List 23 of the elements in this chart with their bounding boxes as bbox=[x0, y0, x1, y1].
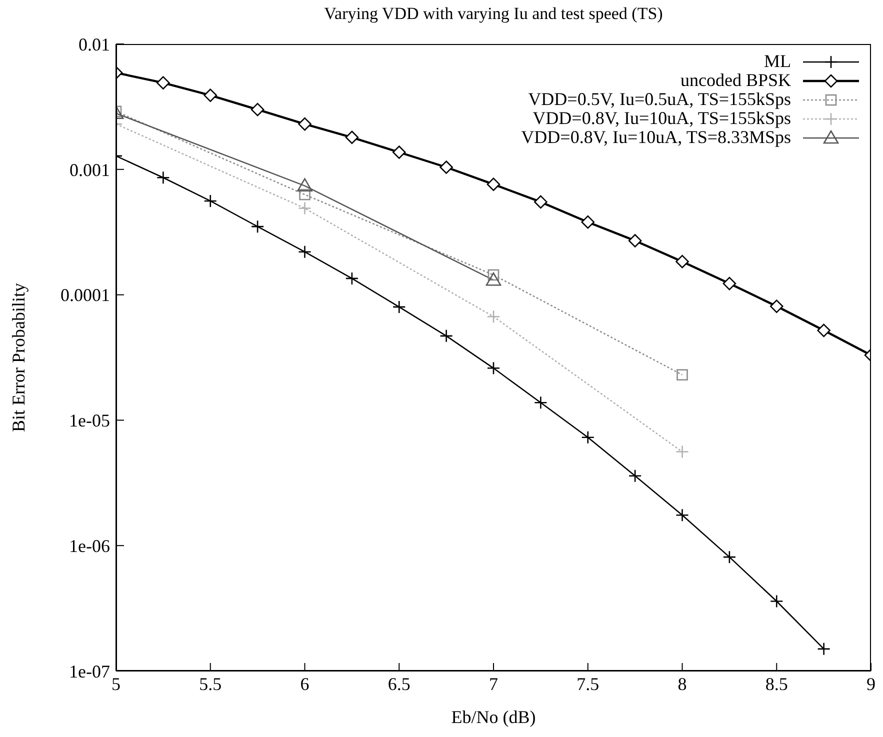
y-tick-label: 0.0001 bbox=[60, 285, 110, 306]
x-tick-label: 6 bbox=[300, 674, 310, 694]
y-tick-label: 1e-06 bbox=[69, 536, 110, 556]
legend-label: VDD=0.8V, Iu=10uA, TS=155kSps bbox=[532, 108, 791, 128]
x-tick-label: 8 bbox=[678, 674, 687, 694]
x-tick-label: 6.5 bbox=[388, 674, 410, 694]
y-axis-title: Bit Error Probability bbox=[8, 283, 28, 432]
x-axis-title: Eb/No (dB) bbox=[451, 707, 536, 727]
x-tick-label: 5 bbox=[112, 674, 120, 694]
legend-label: VDD=0.8V, Iu=10uA, TS=8.33MSps bbox=[521, 127, 791, 147]
x-tick-label: 5.5 bbox=[199, 674, 222, 694]
legend-label: uncoded BPSK bbox=[680, 70, 791, 90]
y-tick-label: 0.001 bbox=[70, 160, 110, 180]
x-tick-label: 8.5 bbox=[765, 674, 788, 694]
y-tick-label: 1e-05 bbox=[69, 410, 110, 431]
x-tick-label: 9 bbox=[866, 674, 876, 694]
y-tick-label: 0.01 bbox=[78, 34, 110, 54]
chart-title: Varying VDD with varying Iu and test speed (TS) bbox=[323, 4, 664, 24]
legend-label: VDD=0.5V, Iu=0.5uA, TS=155kSps bbox=[528, 89, 791, 109]
y-tick-label: 1e-07 bbox=[69, 661, 110, 682]
x-tick-label: 7 bbox=[489, 674, 498, 694]
x-tick-label: 7.5 bbox=[576, 674, 600, 694]
legend-label: ML bbox=[764, 51, 791, 71]
